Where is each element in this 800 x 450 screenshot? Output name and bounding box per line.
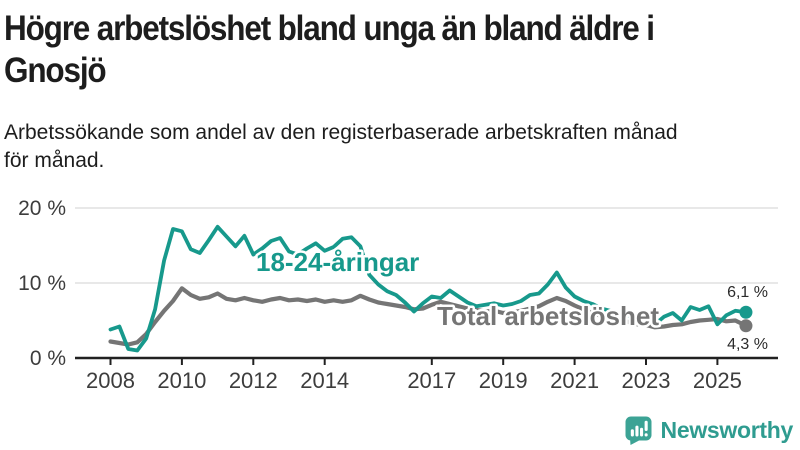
y-tick-label-10pct: 10 %	[18, 272, 66, 295]
brand-name: Newsworthy	[660, 417, 794, 443]
x-tick-label-2014: 2014	[300, 368, 349, 393]
exclamation-dot	[644, 433, 648, 437]
x-tick-label-2010: 2010	[157, 368, 206, 393]
end-dot-youth	[739, 305, 753, 319]
chart-header: Högre arbetslöshet bland unga än bland ä…	[0, 0, 800, 175]
x-tick-label-2021: 2021	[550, 368, 599, 393]
end-value-label-total: 4,3 %	[727, 336, 768, 353]
chart-subtitle: Arbetssökande som andel av den registerb…	[4, 119, 794, 175]
x-tick-label-2012: 2012	[229, 368, 278, 393]
subtitle-line-2: för månad.	[4, 149, 105, 172]
subtitle-line-1: Arbetssökande som andel av den registerb…	[4, 121, 678, 144]
x-tick-label-2019: 2019	[479, 368, 528, 393]
x-tick-label-2008: 2008	[86, 368, 135, 393]
series-label-youth: 18-24-åringar	[256, 247, 419, 277]
series-label-total: Total arbetslöshet	[437, 301, 659, 331]
exclamation-stroke	[644, 420, 648, 431]
page-title: Högre arbetslöshet bland unga än bland ä…	[4, 8, 715, 92]
x-tick-label-2025: 2025	[693, 368, 742, 393]
x-tick-label-2023: 2023	[622, 368, 671, 393]
title-line-1: Högre arbetslöshet bland unga än bland ä…	[4, 9, 655, 48]
series-line-total	[108, 286, 749, 347]
newsworthy-logo[interactable]: Newsworthy	[625, 416, 793, 445]
title-line-2: Gnosjö	[4, 51, 107, 90]
bar-short	[630, 429, 634, 437]
end-value-label-youth: 6,1 %	[727, 284, 768, 301]
x-tick-label-2017: 2017	[407, 368, 456, 393]
newsworthy-speech-bubble-bar-chart-icon	[625, 416, 652, 445]
y-tick-label-0pct: 0 %	[30, 347, 66, 370]
bar-tall	[634, 425, 639, 437]
y-tick-label-20pct: 20 %	[18, 197, 66, 220]
bar-medium	[639, 427, 643, 437]
end-dot-total	[739, 319, 753, 333]
series-line-youth	[108, 224, 748, 353]
